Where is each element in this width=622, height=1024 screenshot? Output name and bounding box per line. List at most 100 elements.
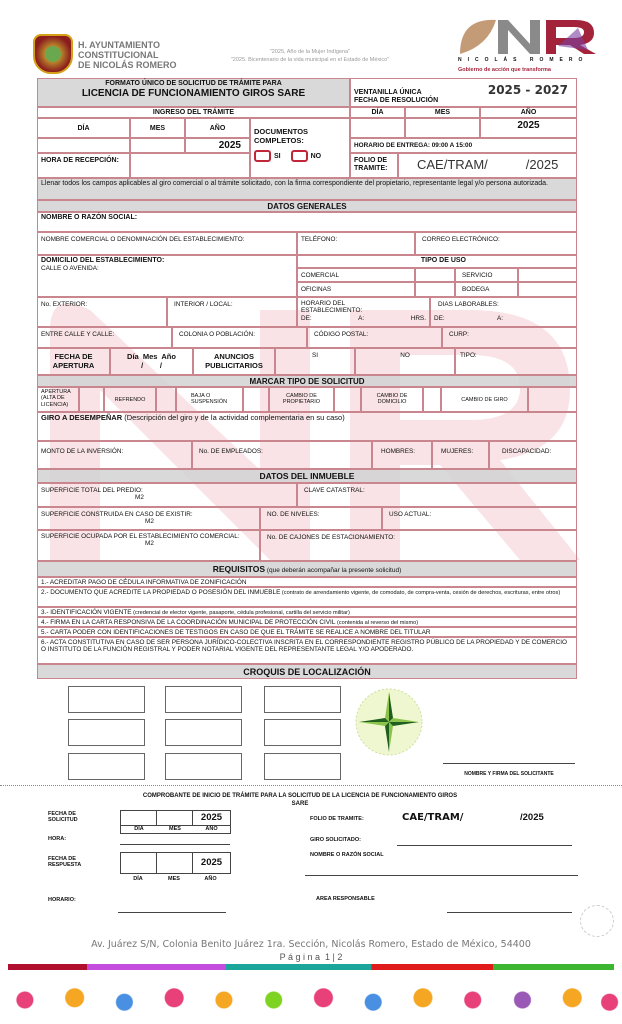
comp-nombre-line[interactable]: [305, 875, 578, 876]
giro-solicitado-line[interactable]: [397, 845, 572, 846]
giro-solicitado-label: GIRO SOLICITADO:: [310, 837, 361, 843]
ingreso-mes-field[interactable]: [130, 138, 185, 153]
floral-decoration: [0, 978, 622, 1022]
telefono-field[interactable]: TELÉFONO:: [297, 232, 415, 255]
option-cambio-giro-checkbox[interactable]: [528, 387, 577, 412]
nombre-razon-field[interactable]: NOMBRE O RAZÓN SOCIAL:: [37, 212, 577, 232]
oficinas-checkbox[interactable]: [415, 282, 455, 297]
motto: "2025, Año de la Mujer Indígena": [269, 49, 351, 55]
a-label: A:: [358, 314, 365, 322]
niveles-field[interactable]: NO. DE NIVELES:: [260, 507, 382, 530]
uso-actual-field[interactable]: USO ACTUAL:: [382, 507, 577, 530]
requisito-item: 5.- CARTA PODER CON IDENTIFICACIONES DE …: [37, 627, 577, 637]
option-baja-checkbox[interactable]: [243, 387, 269, 412]
mes-label: MES: [169, 826, 181, 832]
si-checkbox[interactable]: [254, 150, 271, 163]
nombre-comercial-field[interactable]: NOMBRE COMERCIAL O DENOMINACIÓN DEL ESTA…: [37, 232, 297, 255]
hora-recepcion-field[interactable]: [130, 153, 250, 178]
hora-line[interactable]: [120, 844, 230, 845]
ingreso-header: INGRESO DEL TRÁMITE: [37, 107, 350, 118]
dma-label: Día Mes Año: [127, 352, 176, 361]
ingreso-dia-field[interactable]: [37, 138, 130, 153]
empleados-field[interactable]: No. DE EMPLEADOS:: [192, 441, 372, 469]
comp-folio-year: /2025: [520, 812, 544, 823]
croquis-box[interactable]: [165, 719, 242, 746]
croquis-box[interactable]: [68, 719, 145, 746]
compass-rose-icon: [355, 688, 423, 756]
resol-mes-header: MES: [405, 107, 480, 118]
hora-recepcion-label: HORA DE RECEPCIÓN:: [37, 153, 130, 178]
croquis-box[interactable]: [165, 753, 242, 780]
municipal-crest: [33, 34, 73, 74]
entre-calles-field[interactable]: ENTRE CALLE Y CALLE:: [37, 327, 172, 348]
option-cambio-domicilio-checkbox[interactable]: [423, 387, 441, 412]
period: 2025 - 2027: [487, 83, 568, 97]
requisitos-title: REQUISITOS: [212, 564, 266, 574]
sup-construida-label: SUPERFICIE CONSTRUIDA EN CASO DE EXISTIR…: [41, 511, 193, 518]
de-label: DE:: [301, 314, 312, 322]
resol-anio-field[interactable]: 2025: [480, 118, 577, 138]
croquis-box[interactable]: [264, 753, 341, 780]
anuncios-label: ANUNCIOS PUBLICITARIOS: [193, 348, 275, 375]
croquis-box[interactable]: [165, 686, 242, 713]
resol-dia-field[interactable]: [350, 118, 405, 138]
anuncios-tipo[interactable]: TIPO:: [455, 348, 577, 375]
codigo-postal-field[interactable]: CÓDIGO POSTAL:: [307, 327, 442, 348]
area-responsable-line[interactable]: [447, 912, 572, 913]
option-cambio-propietario-label: CAMBIO DE PROPIETARIO: [269, 387, 334, 412]
requisito-text: 2.- DOCUMENTO QUE ACREDITE LA PROPIEDAD …: [41, 589, 281, 596]
signature-line[interactable]: [443, 763, 575, 764]
dia-label: DÍA: [134, 826, 144, 832]
interior-field[interactable]: INTERIOR / LOCAL:: [167, 297, 297, 327]
superficie-construida-field[interactable]: SUPERFICIE CONSTRUIDA EN CASO DE EXISTIR…: [37, 507, 260, 530]
colonia-field[interactable]: COLONIA O POBLACIÓN:: [172, 327, 307, 348]
ingreso-anio-header: AÑO: [185, 118, 250, 138]
hora-label: HORA:: [48, 836, 67, 842]
ingreso-mes-header: MES: [130, 118, 185, 138]
ingreso-anio-field[interactable]: 2025: [185, 138, 250, 153]
croquis-box[interactable]: [264, 719, 341, 746]
clave-catastral-field[interactable]: CLAVE CATASTRAL:: [297, 483, 577, 507]
requisito-item: 4.- FIRMA EN LA CARTA RESPONSIVA DE LA C…: [37, 617, 577, 627]
correo-field[interactable]: CORREO ELECTRÓNICO:: [415, 232, 577, 255]
anuncios-si[interactable]: SI: [275, 348, 355, 375]
servicio-checkbox[interactable]: [518, 268, 577, 282]
option-cambio-propietario-checkbox[interactable]: [334, 387, 361, 412]
discapacidad-field[interactable]: DISCAPACIDAD:: [489, 441, 577, 469]
comercial-checkbox[interactable]: [415, 268, 455, 282]
giro-field[interactable]: GIRO A DESEMPEÑAR (Descripción del giro …: [37, 412, 577, 441]
fecha-respuesta-field[interactable]: 2025: [120, 852, 231, 874]
croquis-box[interactable]: [68, 753, 145, 780]
superficie-total-field[interactable]: SUPERFICIE TOTAL DEL PREDIO: M2: [37, 483, 297, 507]
dias-laborables-field[interactable]: DIAS LABORABLES: DE: A:: [430, 297, 577, 327]
area-responsable-label: AREA RESPONSABLE: [316, 896, 375, 902]
folio-field[interactable]: CAE/TRAM/ /2025: [398, 153, 577, 178]
superficie-ocupada-field[interactable]: SUPERFICIE OCUPADA POR EL ESTABLECIMIENT…: [37, 530, 260, 561]
resol-mes-field[interactable]: [405, 118, 480, 138]
cajones-field[interactable]: No. DE CAJONES DE ESTACIONAMIENTO:: [260, 530, 577, 561]
anuncios-no[interactable]: NO: [355, 348, 455, 375]
hombres-field[interactable]: HOMBRES:: [372, 441, 432, 469]
ingreso-dia-header: DÍA: [37, 118, 130, 138]
option-apertura-label: APERTURA (ALTA DE LICENCIA): [37, 387, 79, 412]
option-refrendo-checkbox[interactable]: [156, 387, 176, 412]
croquis-box[interactable]: [264, 686, 341, 713]
domicilio-field[interactable]: DOMICILIO DEL ESTABLECIMIENTO: CALLE O A…: [37, 255, 297, 297]
curp-field[interactable]: CURP:: [442, 327, 577, 348]
requisito-note: (contrato de arrendamiento vigente, de c…: [280, 590, 561, 596]
bodega-checkbox[interactable]: [518, 282, 577, 297]
monto-inversion-field[interactable]: MONTO DE LA INVERSIÓN:: [37, 441, 192, 469]
no-checkbox[interactable]: [290, 150, 308, 163]
requisito-text: 4.- FIRMA EN LA CARTA RESPONSIVA DE LA C…: [41, 619, 336, 626]
horario-establecimiento-field[interactable]: HORARIO DEL ESTABLECIMIENTO: DE: A: HRS.: [297, 297, 430, 327]
form-title: FORMATO ÚNICO DE SOLICITUD DE TRÁMITE PA…: [37, 78, 350, 107]
fecha-apertura-field[interactable]: Día Mes Año / /: [110, 348, 193, 375]
mujeres-field[interactable]: MUJERES:: [432, 441, 489, 469]
option-apertura-checkbox[interactable]: [79, 387, 104, 412]
fecha-solicitud-field[interactable]: 2025: [120, 810, 231, 826]
anio-label: AÑO: [204, 876, 217, 882]
no-exterior-field[interactable]: No. EXTERIOR:: [37, 297, 167, 327]
horario-line[interactable]: [118, 912, 226, 913]
croquis-box[interactable]: [68, 686, 145, 713]
fecha-respuesta-label: FECHA DE RESPUESTA: [48, 856, 82, 869]
